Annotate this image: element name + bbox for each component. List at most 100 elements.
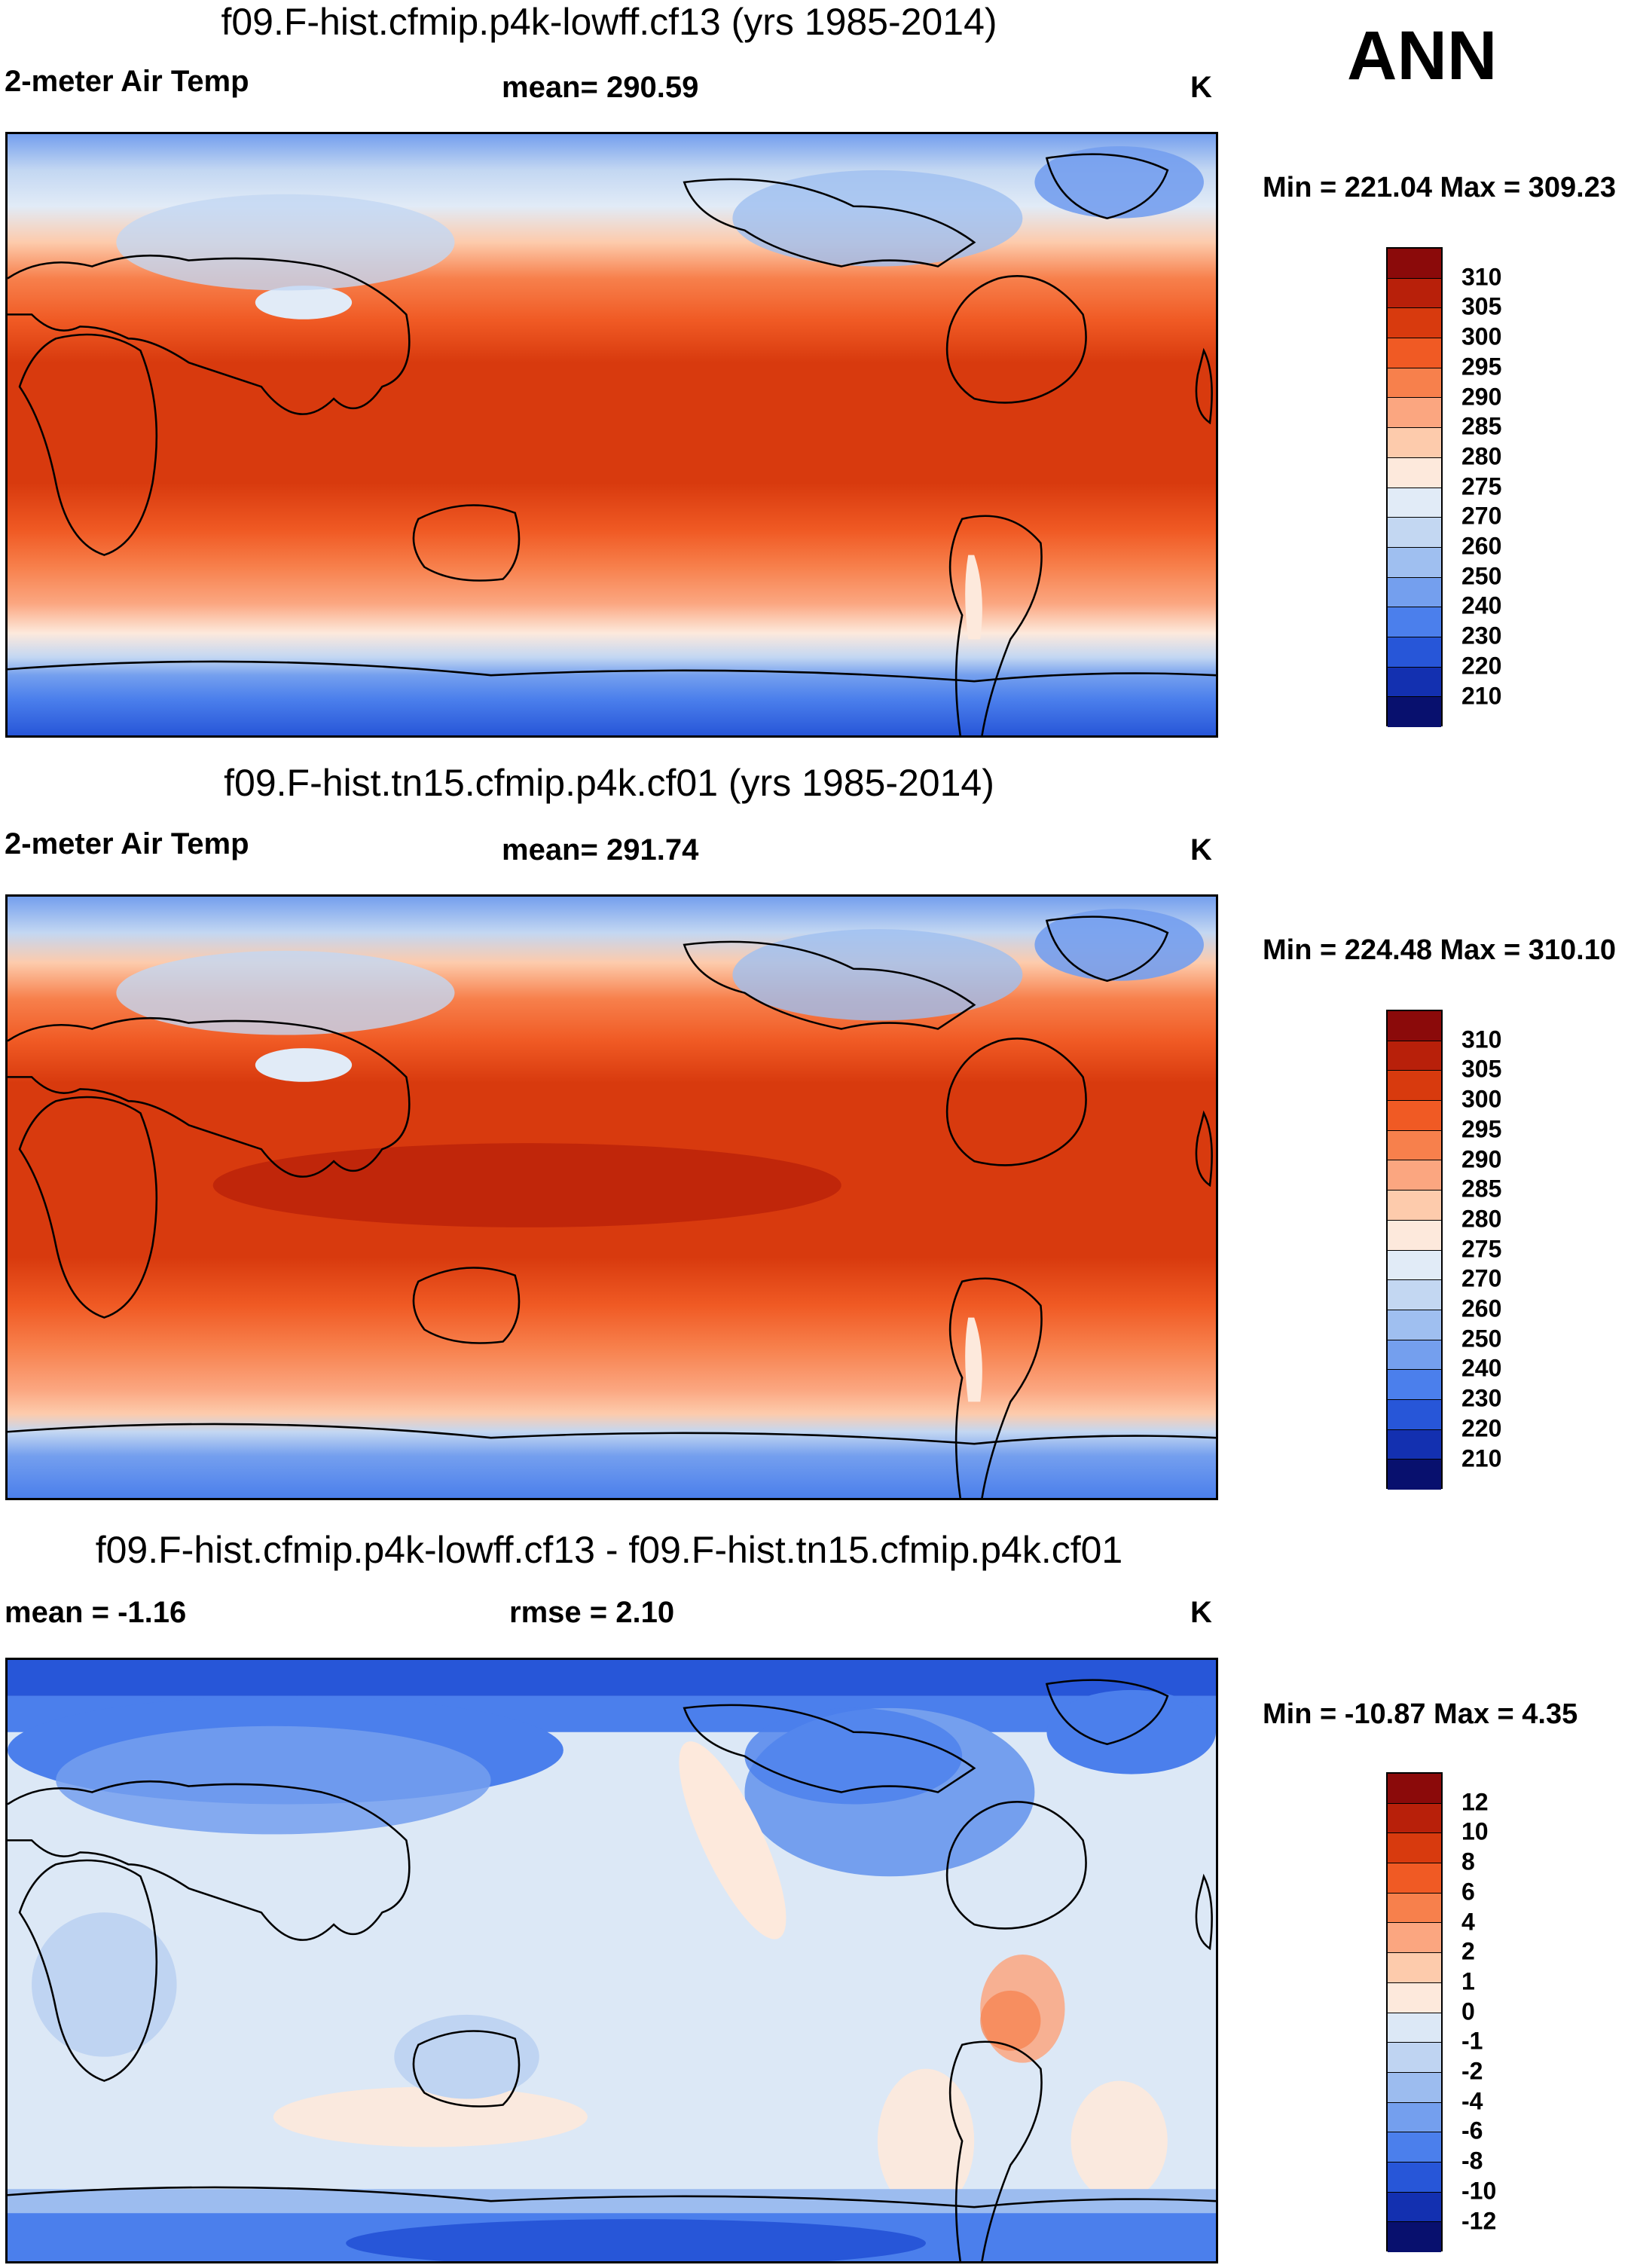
panel3-map xyxy=(5,1658,1218,2263)
colorbar-label: 210 xyxy=(1461,1444,1502,1472)
panel2-swatch xyxy=(1388,1191,1441,1221)
colorbar-label: -12 xyxy=(1461,2207,1497,2234)
panel2-swatch xyxy=(1388,1399,1441,1430)
panel3-swatch xyxy=(1388,2072,1441,2103)
panel3-swatch xyxy=(1388,1833,1441,1864)
panel2-minmax: Min = 224.48 Max = 310.10 xyxy=(1263,934,1616,966)
colorbar-label: -10 xyxy=(1461,2177,1497,2205)
panel1-swatch xyxy=(1388,249,1441,279)
panel1-swatch xyxy=(1388,457,1441,488)
panel2-swatch xyxy=(1388,1460,1441,1490)
colorbar-label: 220 xyxy=(1461,652,1502,680)
panel2-variable: 2-meter Air Temp xyxy=(5,827,249,860)
colorbar-label: 270 xyxy=(1461,502,1502,530)
colorbar-label: 275 xyxy=(1461,1235,1502,1263)
colorbar-label: 220 xyxy=(1461,1414,1502,1442)
panel1-swatch xyxy=(1388,697,1441,727)
panel3-swatch xyxy=(1388,1803,1441,1834)
panel2-swatch xyxy=(1388,1370,1441,1400)
panel2-swatch xyxy=(1388,1280,1441,1310)
panel1-colorbar xyxy=(1386,247,1443,727)
panel3-swatch xyxy=(1388,1774,1441,1804)
colorbar-label: 230 xyxy=(1461,1384,1502,1412)
colorbar-label: 275 xyxy=(1461,472,1502,500)
panel2-swatch xyxy=(1388,1250,1441,1281)
panel3-swatch xyxy=(1388,2013,1441,2043)
colorbar-label: 12 xyxy=(1461,1788,1489,1816)
colorbar-label: -2 xyxy=(1461,2057,1483,2085)
panel2-swatch xyxy=(1388,1310,1441,1340)
panel2-swatch xyxy=(1388,1220,1441,1251)
season-label: ANN xyxy=(1347,17,1498,94)
colorbar-label: 310 xyxy=(1461,1025,1502,1053)
colorbar-label: 250 xyxy=(1461,562,1502,590)
colorbar-label: 260 xyxy=(1461,1294,1502,1322)
colorbar-label: 10 xyxy=(1461,1817,1489,1845)
panel2-mean: mean= 291.74 xyxy=(502,833,699,867)
colorbar-label: 310 xyxy=(1461,263,1502,291)
panel1-swatch xyxy=(1388,338,1441,368)
colorbar-label: 305 xyxy=(1461,1055,1502,1083)
panel3-swatch xyxy=(1388,1863,1441,1894)
colorbar-label: 295 xyxy=(1461,353,1502,381)
colorbar-label: -4 xyxy=(1461,2087,1483,2115)
panel3-swatch xyxy=(1388,1982,1441,2013)
colorbar-label: 240 xyxy=(1461,591,1502,619)
colorbar-label: 4 xyxy=(1461,1908,1475,1935)
panel2-swatch xyxy=(1388,1340,1441,1371)
panel3-swatch xyxy=(1388,1923,1441,1954)
colorbar-label: 290 xyxy=(1461,1145,1502,1172)
panel3-swatch xyxy=(1388,1953,1441,1983)
colorbar-label: 2 xyxy=(1461,1937,1475,1965)
panel1-swatch xyxy=(1388,637,1441,668)
panel3-units: K xyxy=(1190,1596,1212,1629)
panel3-minmax: Min = -10.87 Max = 4.35 xyxy=(1263,1698,1578,1730)
panel3-swatch xyxy=(1388,2222,1441,2252)
colorbar-label: 280 xyxy=(1461,442,1502,470)
panel1-swatch xyxy=(1388,278,1441,309)
panel2-swatch xyxy=(1388,1041,1441,1071)
panel3-swatch xyxy=(1388,2162,1441,2193)
panel3-colorbar xyxy=(1386,1772,1443,2252)
panel1-title: f09.F-hist.cfmip.p4k-lowff.cf13 (yrs 198… xyxy=(221,1,997,43)
panel3-swatch xyxy=(1388,1893,1441,1924)
colorbar-label: 0 xyxy=(1461,1997,1475,2025)
panel1-swatch xyxy=(1388,667,1441,698)
colorbar-label: 285 xyxy=(1461,1175,1502,1203)
panel1-swatch xyxy=(1388,398,1441,429)
colorbar-label: 285 xyxy=(1461,412,1502,440)
colorbar-label: -6 xyxy=(1461,2117,1483,2144)
panel1-units: K xyxy=(1190,71,1212,104)
panel2-swatch xyxy=(1388,1160,1441,1191)
panel3-mean: mean = -1.16 xyxy=(5,1596,187,1629)
colorbar-label: 270 xyxy=(1461,1264,1502,1292)
panel1-swatch xyxy=(1388,308,1441,339)
colorbar-label: 6 xyxy=(1461,1878,1475,1906)
panel1-swatch xyxy=(1388,518,1441,548)
panel1-swatch xyxy=(1388,368,1441,399)
panel1-minmax: Min = 221.04 Max = 309.23 xyxy=(1263,172,1616,203)
panel2-swatch xyxy=(1388,1011,1441,1041)
panel1-variable: 2-meter Air Temp xyxy=(5,65,249,98)
panel2-swatch xyxy=(1388,1130,1441,1161)
colorbar-label: 230 xyxy=(1461,622,1502,650)
panel2-colorbar xyxy=(1386,1010,1443,1490)
panel1-swatch xyxy=(1388,547,1441,578)
colorbar-label: 290 xyxy=(1461,383,1502,410)
panel2-title: f09.F-hist.tn15.cfmip.p4k.cf01 (yrs 1985… xyxy=(224,762,994,804)
panel3-swatch xyxy=(1388,2132,1441,2163)
colorbar-label: 300 xyxy=(1461,1085,1502,1113)
panel1-swatch xyxy=(1388,488,1441,518)
colorbar-label: 250 xyxy=(1461,1325,1502,1353)
panel3-swatch xyxy=(1388,2192,1441,2223)
colorbar-label: -8 xyxy=(1461,2147,1483,2175)
colorbar-label: 300 xyxy=(1461,322,1502,350)
panel2-swatch xyxy=(1388,1429,1441,1460)
panel1-swatch xyxy=(1388,577,1441,608)
colorbar-label: -1 xyxy=(1461,2027,1483,2055)
panel3-title: f09.F-hist.cfmip.p4k-lowff.cf13 - f09.F-… xyxy=(95,1529,1123,1571)
panel2-map xyxy=(5,894,1218,1500)
colorbar-label: 1 xyxy=(1461,1967,1475,1995)
panel2-swatch xyxy=(1388,1101,1441,1131)
panel3-swatch xyxy=(1388,2043,1441,2073)
